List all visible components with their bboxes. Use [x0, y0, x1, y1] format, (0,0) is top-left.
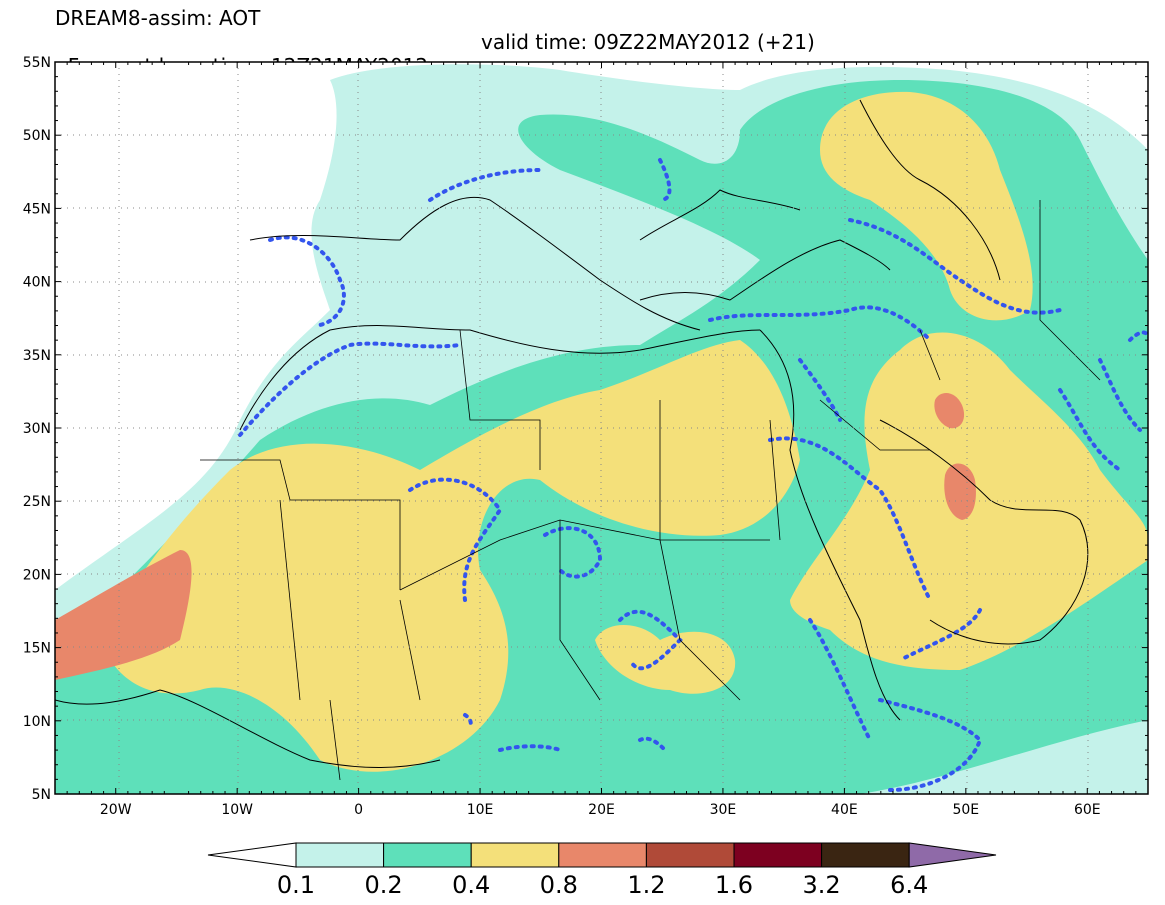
aot-band-0.1-0.2-med [380, 252, 502, 307]
colorbar-tick-label: 6.4 [890, 871, 928, 899]
aot-band-0.8-1.2-iraq [934, 393, 965, 429]
colorbar-swatch [821, 842, 910, 868]
colorbar-tick-label: 3.2 [803, 871, 841, 899]
colorbar-swatch [733, 842, 823, 868]
aot-band-0.4-0.8-sahara [100, 340, 800, 772]
colorbar-swatch [470, 842, 560, 868]
lat-label: 45N [23, 201, 51, 217]
colorbar-under-arrow [207, 842, 297, 868]
lon-label: 0 [354, 802, 363, 818]
lat-label: 30N [23, 421, 51, 437]
colorbar-swatch [295, 842, 385, 868]
map-plot-area [55, 62, 1148, 794]
colorbar-tick-label: 1.6 [715, 871, 753, 899]
country-borders [200, 200, 1101, 781]
lat-label: 40N [23, 275, 51, 291]
colorbar-swatch [383, 842, 472, 868]
graticule [55, 62, 1148, 794]
colorbar-tick-label: 0.8 [540, 871, 578, 899]
lon-label: 30E [710, 802, 737, 818]
aot-band-0.8-1.2-qatar [944, 463, 976, 520]
colorbar-tick-label: 0.2 [365, 871, 403, 899]
colorbar-tick-label: 1.2 [627, 871, 665, 899]
observed-area-outline [238, 158, 1148, 792]
lon-label: 10E [467, 802, 494, 818]
lon-label: 50E [952, 802, 979, 818]
coastlines [55, 99, 1089, 768]
longitude-labels: 20W 10W 0 10E 20E 30E 40E 50E 60E [100, 802, 1101, 818]
map-title: DREAM8-assim: AOT [55, 6, 261, 30]
lat-label: 10N [23, 714, 51, 730]
colorbar [207, 842, 997, 868]
axis-ticks [55, 61, 1148, 795]
latitude-labels: 55N 50N 45N 40N 35N 30N 25N 20N 15N 10N 5N [23, 55, 51, 803]
lat-label: 55N [23, 55, 51, 71]
lat-label: 25N [23, 494, 51, 510]
colorbar-tick-label: 0.4 [452, 871, 490, 899]
lat-label: 20N [23, 567, 51, 583]
lat-label: 5N [32, 787, 51, 803]
lat-label: 15N [23, 641, 51, 657]
aot-band-0.4-0.8-caspian [820, 91, 1033, 321]
colorbar-swatch [645, 842, 735, 868]
lon-label: 20W [100, 802, 132, 818]
colorbar-tick-label: 0.1 [277, 871, 315, 899]
colorbar-swatch [558, 842, 647, 868]
lat-label: 50N [23, 128, 51, 144]
colorbar-labels: 0.1 0.2 0.4 0.8 1.2 1.6 3.2 6.4 [277, 871, 928, 899]
valid-time-label: valid time: 09Z22MAY2012 (+21) [481, 30, 815, 54]
aot-band-0.4-0.8-chad [595, 625, 736, 694]
lat-label: 35N [23, 348, 51, 364]
lon-label: 10W [221, 802, 253, 818]
lon-label: 40E [831, 802, 858, 818]
lon-label: 60E [1074, 802, 1101, 818]
lon-label: 20E [588, 802, 615, 818]
colorbar-over-arrow [908, 842, 997, 868]
